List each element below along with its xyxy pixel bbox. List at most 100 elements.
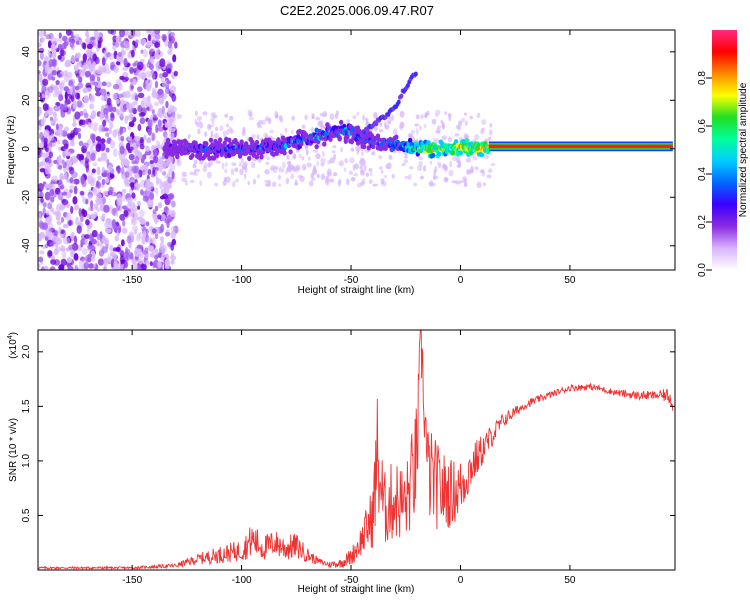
ridge-mark [282, 150, 287, 156]
noise-speck [332, 172, 338, 177]
noise-speck [118, 108, 124, 118]
ridge-mark [450, 150, 456, 156]
noise-speck [77, 266, 85, 270]
noise-speck [42, 115, 47, 123]
noise-speck [311, 113, 315, 119]
noise-speck [431, 118, 437, 125]
noise-speck [463, 182, 468, 187]
noise-speck [454, 133, 460, 137]
noise-speck [363, 164, 367, 172]
ridge-mark [369, 133, 375, 139]
noise-speck [171, 115, 176, 119]
noise-speck [329, 113, 335, 121]
noise-speck [315, 153, 321, 160]
noise-speck [219, 125, 224, 132]
noise-speck [38, 70, 41, 75]
noise-speck [116, 197, 123, 206]
noise-speck [298, 153, 302, 159]
noise-speck [114, 235, 119, 242]
noise-speck [63, 40, 67, 50]
noise-speck [174, 41, 178, 49]
noise-speck [44, 236, 49, 241]
noise-speck [78, 140, 84, 147]
noise-speck [74, 85, 80, 91]
snr-y-axis-label: SNR (10 * v/v) [8, 418, 19, 482]
noise-speck [73, 204, 80, 211]
noise-speck [230, 168, 234, 176]
noise-speck [91, 238, 97, 245]
noise-speck [312, 169, 318, 176]
noise-speck [169, 118, 174, 123]
noise-speck [59, 175, 65, 181]
noise-speck [142, 250, 149, 255]
noise-speck [134, 135, 141, 142]
spectrogram-y-tick-label: -40 [21, 238, 32, 253]
noise-speck [140, 218, 146, 226]
ridge-mark [437, 151, 442, 157]
noise-speck [455, 180, 461, 185]
noise-speck [44, 191, 51, 201]
colorbar-label: Normalized spectral amplitude [738, 82, 749, 217]
noise-speck [70, 95, 74, 101]
spectrogram-y-ticks: -40 -20 0 20 40 [21, 46, 675, 253]
spectrogram-x-ticks: -150 -100 -50 0 50 [122, 30, 576, 286]
noise-speck [65, 191, 72, 199]
noise-speck [184, 180, 189, 186]
noise-speck [433, 176, 439, 180]
noise-speck [75, 128, 82, 133]
noise-speck [155, 187, 159, 196]
colorbar-tick-label: 0.6 [697, 119, 708, 133]
ridge-mark [175, 153, 180, 160]
noise-speck [133, 100, 138, 106]
snr-y-ticks: 0.5 1.0 1.5 2.0 [21, 344, 675, 522]
noise-speck [458, 120, 463, 126]
ridge-band-core [488, 144, 673, 149]
noise-speck [66, 151, 71, 156]
noise-speck [215, 126, 219, 132]
noise-speck [38, 182, 44, 192]
noise-speck [355, 145, 361, 152]
noise-speck [99, 231, 103, 240]
noise-speck [157, 119, 162, 128]
noise-speck [38, 131, 44, 140]
noise-speck [51, 210, 58, 215]
noise-speck [476, 113, 481, 118]
noise-speck [105, 147, 110, 153]
noise-speck [160, 252, 166, 261]
noise-speck [151, 109, 155, 115]
noise-speck [206, 171, 213, 179]
noise-speck [149, 261, 153, 267]
noise-speck [140, 189, 144, 196]
noise-speck [225, 176, 231, 184]
noise-speck [73, 253, 79, 261]
snr-y-multiplier-close: ) [8, 332, 19, 335]
noise-speck [263, 153, 268, 159]
noise-speck [128, 153, 135, 161]
noise-speck [39, 51, 44, 60]
noise-speck [137, 61, 144, 71]
spectrogram-panel: -150 -100 -50 0 50 -40 -20 0 20 40 Height of str… [6, 29, 676, 296]
noise-speck [82, 209, 88, 218]
noise-speck [333, 154, 337, 160]
spectrogram-y-tick-label: 20 [21, 94, 32, 106]
ridge-mark [227, 137, 232, 143]
noise-speck [329, 157, 335, 164]
noise-speck [146, 137, 152, 143]
noise-speck [160, 188, 166, 195]
noise-speck [474, 166, 479, 170]
noise-speck [64, 172, 68, 181]
noise-speck [49, 116, 53, 121]
noise-speck [424, 113, 427, 118]
noise-speck [172, 95, 177, 102]
ridge-mark [343, 138, 348, 144]
noise-speck [429, 160, 433, 165]
noise-speck [194, 110, 198, 117]
noise-speck [456, 164, 462, 168]
noise-speck [157, 144, 162, 149]
noise-speck [90, 213, 95, 220]
noise-speck [71, 242, 79, 251]
noise-speck [39, 162, 46, 167]
noise-speck [49, 188, 55, 197]
noise-speck [170, 259, 175, 265]
noise-speck [139, 72, 147, 80]
